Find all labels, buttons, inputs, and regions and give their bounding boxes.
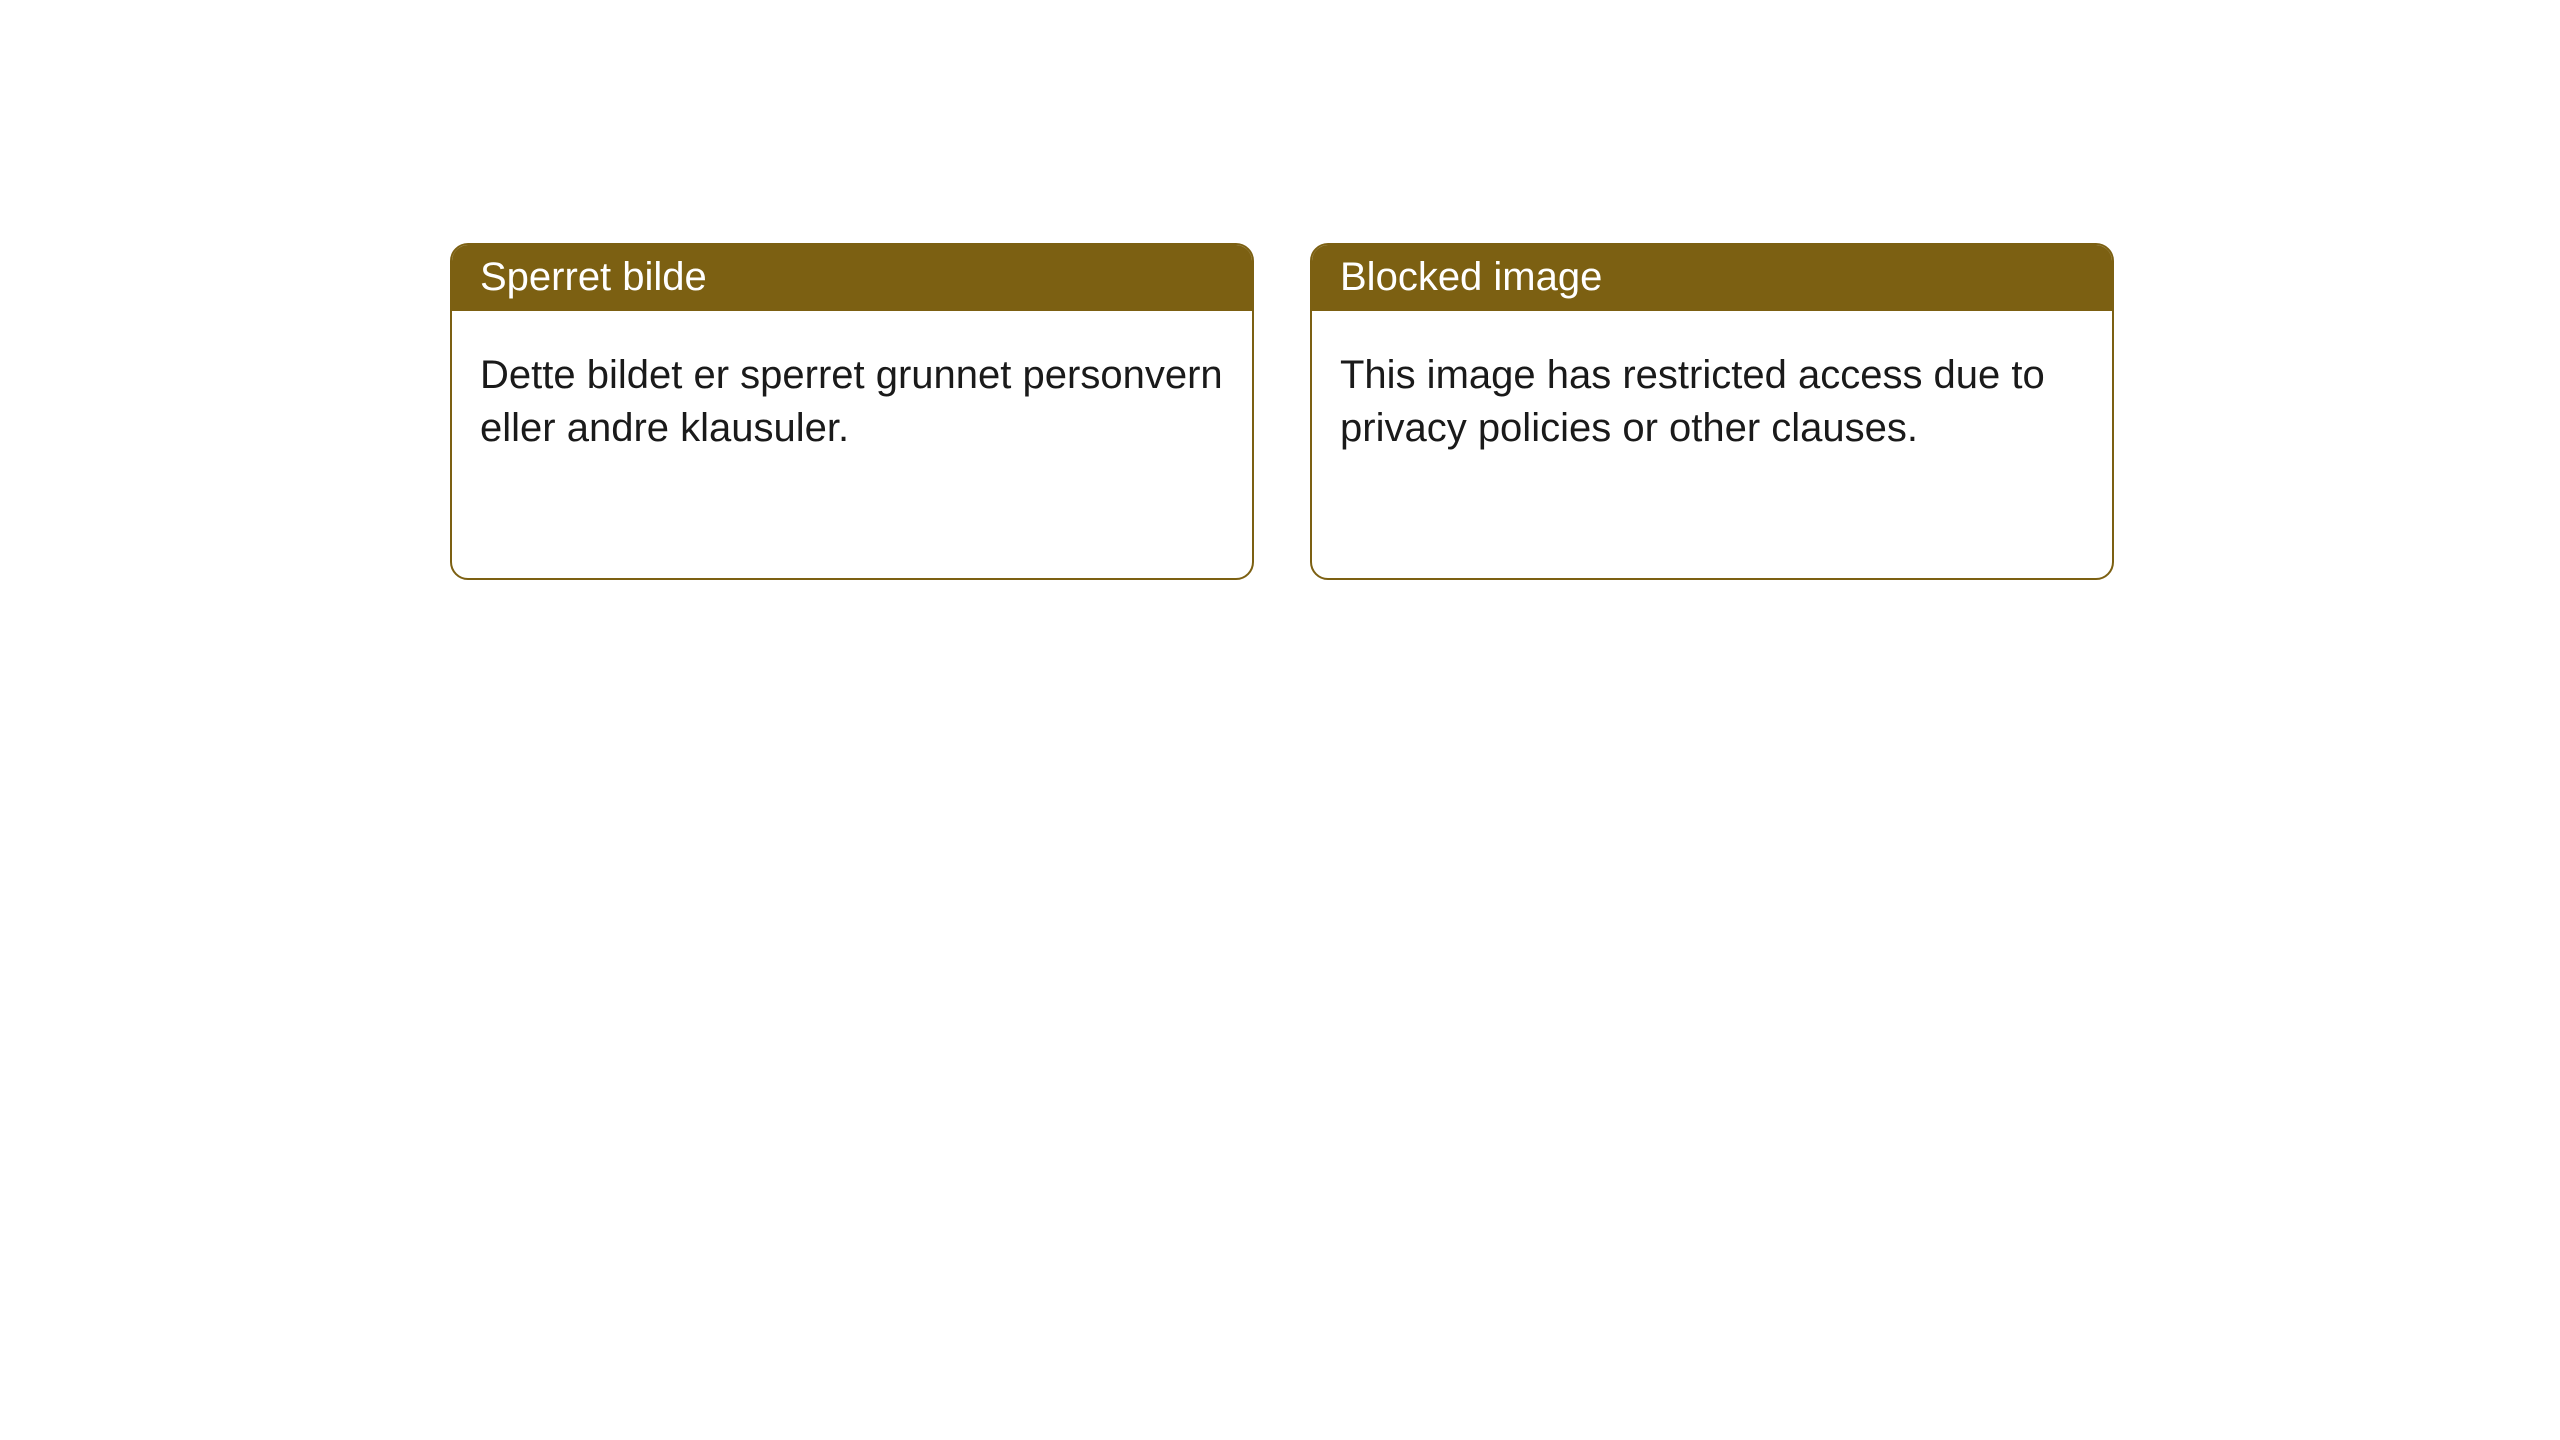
notice-card-norwegian: Sperret bilde Dette bildet er sperret gr…	[450, 243, 1254, 580]
card-header: Blocked image	[1312, 245, 2112, 311]
card-body: This image has restricted access due to …	[1312, 311, 2112, 483]
card-body-text: This image has restricted access due to …	[1340, 353, 2045, 450]
notice-cards-container: Sperret bilde Dette bildet er sperret gr…	[0, 0, 2560, 580]
card-header: Sperret bilde	[452, 245, 1252, 311]
card-title: Sperret bilde	[480, 255, 707, 299]
card-body-text: Dette bildet er sperret grunnet personve…	[480, 353, 1223, 450]
notice-card-english: Blocked image This image has restricted …	[1310, 243, 2114, 580]
card-body: Dette bildet er sperret grunnet personve…	[452, 311, 1252, 483]
card-title: Blocked image	[1340, 255, 1602, 299]
